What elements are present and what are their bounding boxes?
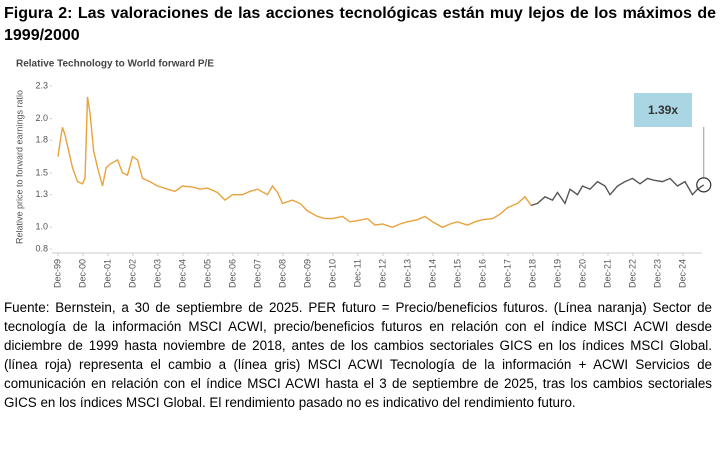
x-tick-label: Dec-12	[377, 259, 387, 288]
x-tick-label: Dec-16	[477, 259, 487, 288]
x-tick-label: Dec-09	[302, 259, 312, 288]
x-tick-label: Dec-14	[427, 259, 437, 288]
x-tick-label: Dec-17	[502, 259, 512, 288]
annotation-box	[634, 93, 692, 127]
chart-title: Relative Technology to World forward P/E	[16, 59, 214, 70]
end-marker	[696, 177, 712, 193]
x-tick-label: Dec-22	[627, 259, 637, 288]
x-tick-label: Dec-20	[577, 259, 587, 288]
series-line	[57, 96, 532, 229]
x-tick-label: Dec-00	[77, 259, 87, 288]
y-tick-label: 1.5	[35, 167, 48, 177]
x-tick-label: Dec-18	[527, 259, 537, 288]
x-tick-label: Dec-01	[102, 259, 112, 288]
y-tick-label: 1.3	[35, 189, 48, 199]
x-tick-label: Dec-19	[552, 259, 562, 288]
x-tick-label: Dec-10	[327, 259, 337, 288]
x-tick-label: Dec-15	[452, 259, 462, 288]
y-axis-label: Relative price to forward earnings ratio	[14, 90, 24, 244]
x-tick-label: Dec-03	[152, 259, 162, 288]
y-tick-label: 1.8	[35, 135, 48, 145]
x-tick-label: Dec-21	[602, 259, 612, 288]
source-note: Fuente: Bernstein, a 30 de septiembre de…	[4, 300, 712, 410]
y-tick-label: 0.8	[35, 243, 48, 253]
x-tick-label: Dec-07	[252, 259, 262, 288]
annotation-label: 1.39x	[648, 103, 678, 117]
x-tick-label: Dec-99	[52, 259, 62, 288]
x-tick-label: Dec-11	[352, 259, 362, 287]
x-tick-label: Dec-02	[127, 259, 137, 288]
x-tick-label: Dec-05	[202, 259, 212, 288]
chart: Relative Technology to World forward P/E…	[14, 59, 712, 288]
x-tick-label: Dec-23	[652, 259, 662, 288]
figure-title: Figura 2: Las valoraciones de las accion…	[4, 5, 716, 44]
y-tick-label: 2.3	[35, 80, 48, 90]
x-tick-label: Dec-04	[177, 259, 187, 288]
series-line	[530, 177, 705, 207]
x-tick-label: Dec-24	[677, 259, 687, 288]
x-tick-label: Dec-13	[402, 259, 412, 288]
y-tick-label: 2.0	[35, 113, 48, 123]
x-tick-label: Dec-06	[227, 259, 237, 288]
x-tick-label: Dec-08	[277, 259, 287, 288]
y-tick-label: 1.0	[35, 222, 48, 232]
